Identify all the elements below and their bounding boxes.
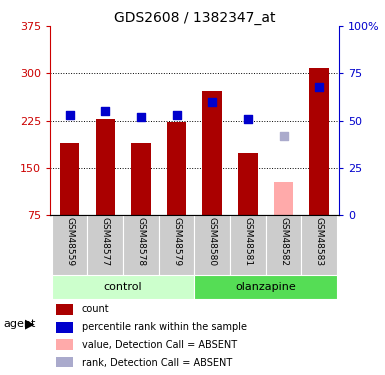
Text: percentile rank within the sample: percentile rank within the sample (82, 322, 247, 332)
Bar (56, 321, 73, 333)
Text: count: count (82, 304, 109, 314)
Point (67, 112, 73, 118)
Bar (194, 275, 337, 299)
Bar (238, 153, 258, 215)
Bar (167, 123, 186, 215)
Bar (60, 142, 79, 215)
Text: GSM48579: GSM48579 (172, 217, 181, 266)
Bar (95, 118, 115, 215)
Text: GSM48583: GSM48583 (315, 217, 324, 266)
Bar (274, 182, 293, 215)
Bar (123, 215, 159, 275)
Point (209, 99, 215, 105)
Text: GSM48578: GSM48578 (136, 217, 146, 266)
Bar (52, 275, 194, 299)
Bar (310, 68, 329, 215)
Bar (56, 339, 73, 350)
Text: control: control (104, 282, 142, 292)
Bar (87, 215, 123, 275)
Bar (52, 215, 87, 275)
Bar (266, 215, 301, 275)
Text: GSM48577: GSM48577 (101, 217, 110, 266)
Point (280, 133, 286, 139)
Point (245, 116, 251, 122)
Bar (56, 357, 73, 368)
Bar (56, 304, 73, 315)
Point (138, 114, 144, 120)
Bar (301, 215, 337, 275)
Point (174, 112, 180, 118)
Bar (203, 91, 222, 215)
Text: value, Detection Call = ABSENT: value, Detection Call = ABSENT (82, 340, 237, 350)
Bar (230, 215, 266, 275)
Text: GSM48580: GSM48580 (208, 217, 217, 266)
Text: ▶: ▶ (25, 318, 35, 331)
Bar (194, 215, 230, 275)
Text: GSM48581: GSM48581 (243, 217, 253, 266)
Text: agent: agent (4, 320, 36, 329)
Title: GDS2608 / 1382347_at: GDS2608 / 1382347_at (114, 11, 275, 25)
Text: GSM48582: GSM48582 (279, 217, 288, 266)
Text: GSM48559: GSM48559 (65, 217, 74, 266)
Text: olanzapine: olanzapine (235, 282, 296, 292)
Bar (159, 215, 194, 275)
Bar (131, 142, 151, 215)
Point (316, 84, 322, 90)
Point (102, 108, 109, 114)
Text: rank, Detection Call = ABSENT: rank, Detection Call = ABSENT (82, 358, 232, 368)
